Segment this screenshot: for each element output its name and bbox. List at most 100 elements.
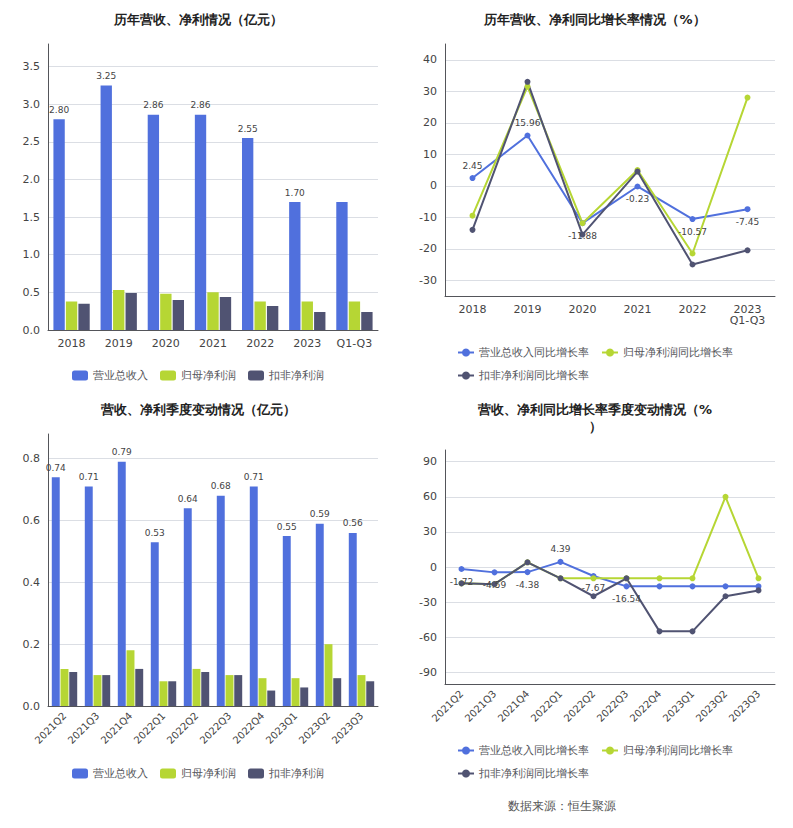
svg-text:扣非净利润: 扣非净利润 — [268, 767, 324, 780]
svg-text:1.0: 1.0 — [23, 248, 41, 261]
svg-text:2.55: 2.55 — [238, 124, 258, 134]
svg-text:2022Q4: 2022Q4 — [628, 688, 664, 724]
svg-text:营业总收入: 营业总收入 — [93, 369, 148, 382]
svg-text:Q1-Q3: Q1-Q3 — [337, 337, 373, 350]
svg-text:2022Q1: 2022Q1 — [529, 688, 565, 724]
svg-text:营业总收入同比增长率: 营业总收入同比增长率 — [479, 346, 589, 359]
svg-text:2023: 2023 — [293, 337, 321, 350]
svg-text:历年营收、净利同比增长率情况（%）: 历年营收、净利同比增长率情况（%） — [483, 12, 705, 27]
svg-text:Q1-Q3: Q1-Q3 — [730, 314, 766, 327]
svg-text:2023Q3: 2023Q3 — [727, 688, 763, 724]
svg-text:-7.67: -7.67 — [582, 583, 605, 593]
svg-text:2022Q2: 2022Q2 — [562, 688, 598, 724]
svg-text:2021Q3: 2021Q3 — [66, 710, 102, 746]
svg-text:30: 30 — [423, 85, 437, 98]
svg-text:2023Q2: 2023Q2 — [297, 710, 333, 746]
svg-text:-30: -30 — [419, 274, 437, 287]
svg-text:10: 10 — [423, 148, 437, 161]
svg-text:0.5: 0.5 — [23, 286, 41, 299]
svg-text:营业总收入同比增长率: 营业总收入同比增长率 — [479, 744, 589, 757]
svg-text:1.70: 1.70 — [285, 188, 305, 198]
svg-text:营收、净利季度变动情况（亿元）: 营收、净利季度变动情况（亿元） — [100, 402, 296, 417]
svg-text:-30: -30 — [419, 596, 437, 609]
svg-text:0.74: 0.74 — [46, 463, 66, 473]
svg-text:0.6: 0.6 — [23, 514, 41, 527]
svg-text:0.8: 0.8 — [23, 452, 41, 465]
svg-text:-4.59: -4.59 — [483, 580, 507, 590]
svg-text:30: 30 — [423, 525, 437, 538]
svg-text:2023Q2: 2023Q2 — [694, 688, 730, 724]
svg-text:0.71: 0.71 — [244, 472, 264, 482]
svg-text:2019: 2019 — [514, 303, 542, 316]
svg-text:90: 90 — [423, 455, 437, 468]
svg-text:扣非净利润: 扣非净利润 — [268, 369, 324, 382]
svg-text:1.5: 1.5 — [23, 211, 41, 224]
svg-text:0.59: 0.59 — [310, 509, 330, 519]
svg-text:2.86: 2.86 — [190, 100, 210, 110]
svg-text:40: 40 — [423, 53, 437, 66]
svg-text:-60: -60 — [419, 631, 437, 644]
svg-text:2022: 2022 — [679, 303, 707, 316]
svg-text:3.5: 3.5 — [23, 60, 41, 73]
svg-text:-16.54: -16.54 — [612, 594, 641, 604]
svg-text:4.39: 4.39 — [550, 544, 570, 554]
svg-text:15.96: 15.96 — [515, 118, 541, 128]
svg-text:0.68: 0.68 — [211, 481, 231, 491]
svg-text:2023Q1: 2023Q1 — [264, 710, 300, 746]
svg-text:0.71: 0.71 — [79, 472, 99, 482]
svg-text:归母净利润: 归母净利润 — [181, 369, 236, 382]
svg-text:2.5: 2.5 — [23, 135, 41, 148]
svg-text:0.55: 0.55 — [277, 522, 297, 532]
svg-text:0.4: 0.4 — [23, 576, 41, 589]
svg-text:0.79: 0.79 — [112, 447, 132, 457]
svg-text:-20: -20 — [419, 242, 437, 255]
svg-text:数据来源：恒生聚源: 数据来源：恒生聚源 — [508, 799, 616, 813]
svg-text:3.25: 3.25 — [96, 71, 116, 81]
svg-text:0: 0 — [430, 561, 437, 574]
svg-text:营业总收入: 营业总收入 — [93, 767, 148, 780]
svg-text:2018: 2018 — [58, 337, 86, 350]
svg-text:2.86: 2.86 — [143, 100, 163, 110]
svg-text:2021Q4: 2021Q4 — [496, 688, 532, 724]
svg-text:2021: 2021 — [199, 337, 227, 350]
svg-text:2.45: 2.45 — [462, 161, 482, 171]
svg-text:2022Q1: 2022Q1 — [132, 710, 168, 746]
svg-text:历年营收、净利情况（亿元）: 历年营收、净利情况（亿元） — [113, 12, 283, 27]
svg-text:0.0: 0.0 — [23, 700, 41, 713]
svg-text:2022Q4: 2022Q4 — [231, 710, 267, 746]
svg-text:营收、净利同比增长率季度变动情况（%: 营收、净利同比增长率季度变动情况（% — [477, 402, 712, 417]
svg-text:）: ） — [589, 419, 602, 434]
svg-text:-1.72: -1.72 — [450, 577, 473, 587]
svg-text:扣非净利润同比增长率: 扣非净利润同比增长率 — [478, 767, 589, 780]
svg-text:0.2: 0.2 — [23, 638, 41, 651]
svg-text:2021: 2021 — [624, 303, 652, 316]
svg-text:归母净利润: 归母净利润 — [181, 767, 236, 780]
svg-text:归母净利润同比增长率: 归母净利润同比增长率 — [623, 346, 733, 359]
svg-text:2021Q2: 2021Q2 — [430, 688, 466, 724]
svg-text:-90: -90 — [419, 666, 437, 679]
svg-text:2023Q1: 2023Q1 — [661, 688, 697, 724]
svg-text:2022Q2: 2022Q2 — [165, 710, 201, 746]
svg-text:0.56: 0.56 — [343, 518, 363, 528]
svg-text:0.0: 0.0 — [23, 324, 41, 337]
svg-text:0.64: 0.64 — [178, 494, 198, 504]
svg-text:2.80: 2.80 — [49, 105, 69, 115]
svg-text:-4.38: -4.38 — [516, 580, 540, 590]
svg-text:2021Q4: 2021Q4 — [99, 710, 135, 746]
svg-text:2021Q3: 2021Q3 — [463, 688, 499, 724]
svg-text:2.0: 2.0 — [23, 173, 41, 186]
svg-text:2022: 2022 — [246, 337, 274, 350]
svg-text:20: 20 — [423, 116, 437, 129]
svg-text:2022Q3: 2022Q3 — [595, 688, 631, 724]
svg-text:0: 0 — [430, 179, 437, 192]
svg-text:2018: 2018 — [459, 303, 487, 316]
svg-text:0.53: 0.53 — [145, 528, 165, 538]
svg-text:-0.23: -0.23 — [626, 194, 649, 204]
svg-text:3.0: 3.0 — [23, 98, 41, 111]
svg-text:2021Q2: 2021Q2 — [33, 710, 69, 746]
svg-text:60: 60 — [423, 490, 437, 503]
svg-text:-11.88: -11.88 — [568, 231, 597, 241]
svg-text:2023Q3: 2023Q3 — [330, 710, 366, 746]
svg-text:-10: -10 — [419, 211, 437, 224]
svg-text:2022Q3: 2022Q3 — [198, 710, 234, 746]
